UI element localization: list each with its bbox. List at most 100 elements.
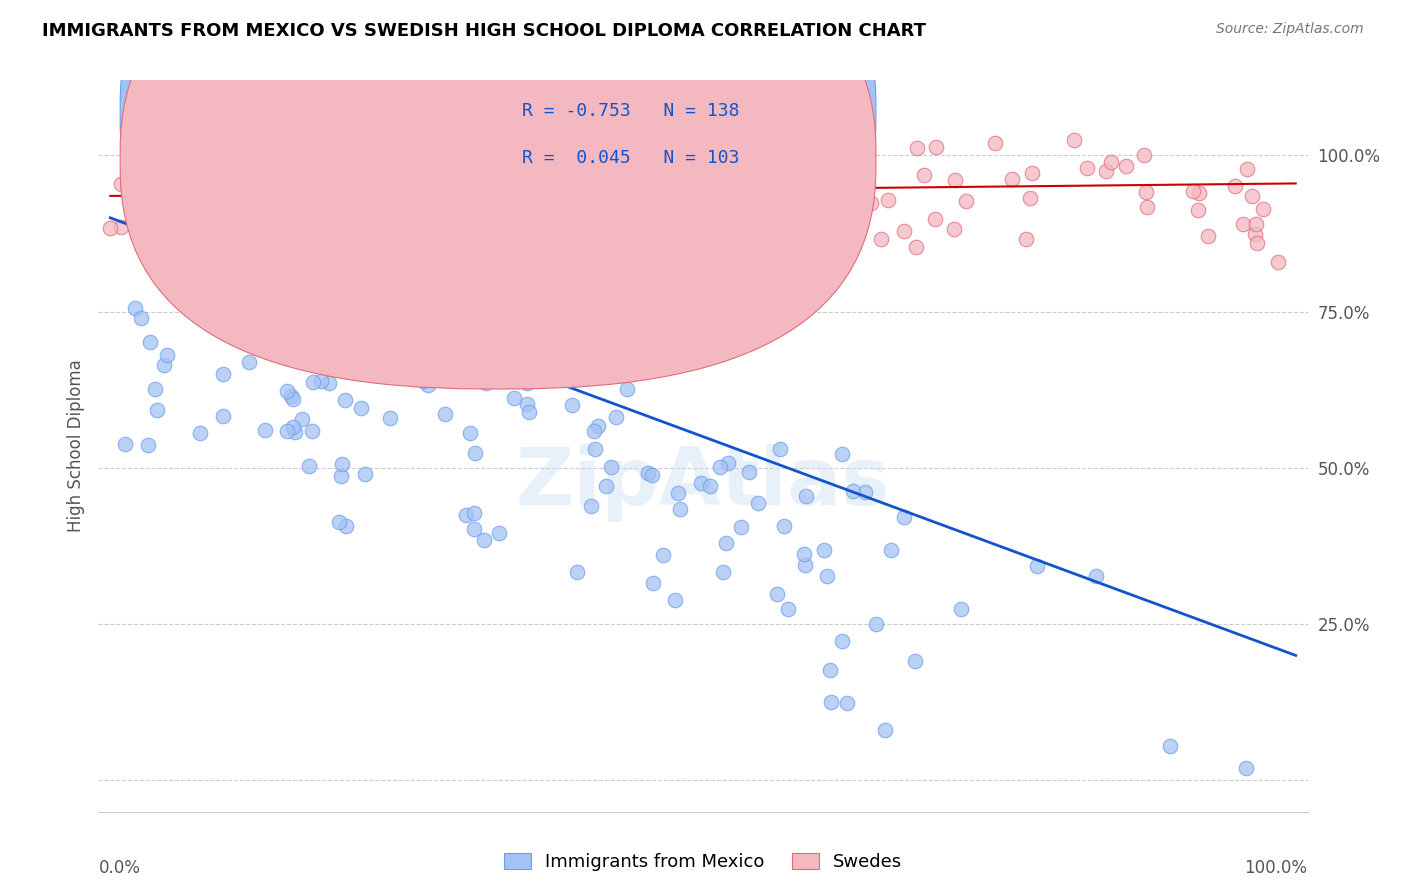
Point xyxy=(853,485,876,500)
Point xyxy=(152,359,174,373)
Point xyxy=(354,467,377,481)
Point xyxy=(281,420,304,434)
Point xyxy=(495,318,517,333)
Point xyxy=(1101,155,1123,169)
Point xyxy=(283,392,305,407)
Point xyxy=(110,219,132,234)
Point xyxy=(271,203,294,218)
Point xyxy=(456,508,478,522)
Point xyxy=(893,510,915,524)
Point xyxy=(246,333,269,347)
Point xyxy=(381,209,404,223)
Point xyxy=(583,442,606,457)
Point xyxy=(357,145,380,160)
Point xyxy=(759,236,782,251)
Point xyxy=(865,617,887,632)
Point xyxy=(143,382,166,396)
Point xyxy=(652,548,675,562)
Point xyxy=(456,365,478,379)
Point xyxy=(768,205,790,219)
Point xyxy=(1136,200,1159,214)
Point xyxy=(641,576,664,591)
Point xyxy=(637,466,659,480)
Point xyxy=(475,376,498,390)
Point xyxy=(389,200,412,214)
Point xyxy=(1021,166,1043,180)
Point xyxy=(769,442,792,457)
Point xyxy=(129,310,152,325)
Point xyxy=(522,322,544,336)
Point xyxy=(464,446,486,460)
Point xyxy=(815,189,838,203)
Point xyxy=(664,592,686,607)
Point xyxy=(278,191,301,205)
Point xyxy=(398,277,420,292)
Point xyxy=(593,335,616,350)
Point xyxy=(252,226,274,240)
Point xyxy=(730,520,752,534)
Point xyxy=(238,355,260,369)
Point xyxy=(1244,227,1267,242)
Point xyxy=(276,425,298,439)
Point xyxy=(1001,172,1024,186)
Point xyxy=(186,152,208,166)
Point xyxy=(381,202,404,217)
Point xyxy=(943,222,966,236)
Point xyxy=(418,378,440,392)
Point xyxy=(264,252,287,267)
Point xyxy=(266,191,288,205)
Text: IMMIGRANTS FROM MEXICO VS SWEDISH HIGH SCHOOL DIPLOMA CORRELATION CHART: IMMIGRANTS FROM MEXICO VS SWEDISH HIGH S… xyxy=(42,22,927,40)
Point xyxy=(1225,178,1247,193)
Point xyxy=(548,231,571,245)
Y-axis label: High School Diploma: High School Diploma xyxy=(66,359,84,533)
Point xyxy=(187,252,209,267)
Point xyxy=(600,460,623,475)
Point xyxy=(1115,159,1137,173)
Point xyxy=(212,409,235,423)
Point xyxy=(308,167,330,181)
Point xyxy=(516,397,538,411)
Point xyxy=(229,226,252,240)
Point xyxy=(463,506,485,520)
Point xyxy=(325,351,347,366)
Point xyxy=(309,374,332,388)
Point xyxy=(412,374,434,388)
Point xyxy=(98,220,121,235)
Point xyxy=(516,235,538,249)
Point xyxy=(821,187,844,202)
Point xyxy=(488,525,510,540)
Point xyxy=(1234,761,1257,775)
Point xyxy=(366,332,388,346)
Point xyxy=(404,188,426,202)
Point xyxy=(419,220,441,235)
Point xyxy=(586,419,609,434)
Point xyxy=(139,335,162,350)
Point xyxy=(399,245,422,260)
Point xyxy=(831,633,853,648)
Point xyxy=(831,446,853,460)
Text: 0.0%: 0.0% xyxy=(98,859,141,877)
Point xyxy=(453,227,475,241)
Point xyxy=(815,569,838,583)
Point xyxy=(389,256,412,270)
Point xyxy=(204,162,226,177)
Point xyxy=(294,260,316,274)
Point xyxy=(226,252,249,266)
Point xyxy=(217,186,239,200)
Point xyxy=(380,410,402,425)
Point xyxy=(146,402,169,417)
Point xyxy=(681,129,703,144)
Point xyxy=(747,154,769,169)
Text: ZipAtlas: ZipAtlas xyxy=(516,443,890,522)
Point xyxy=(804,228,827,243)
Point xyxy=(582,425,605,439)
Point xyxy=(1187,202,1209,217)
Point xyxy=(776,601,799,615)
Point xyxy=(502,314,524,328)
Point xyxy=(905,141,928,155)
Point xyxy=(875,723,897,737)
Point xyxy=(458,425,481,440)
Point xyxy=(350,401,373,415)
Point xyxy=(1232,217,1254,231)
Point xyxy=(524,174,547,188)
